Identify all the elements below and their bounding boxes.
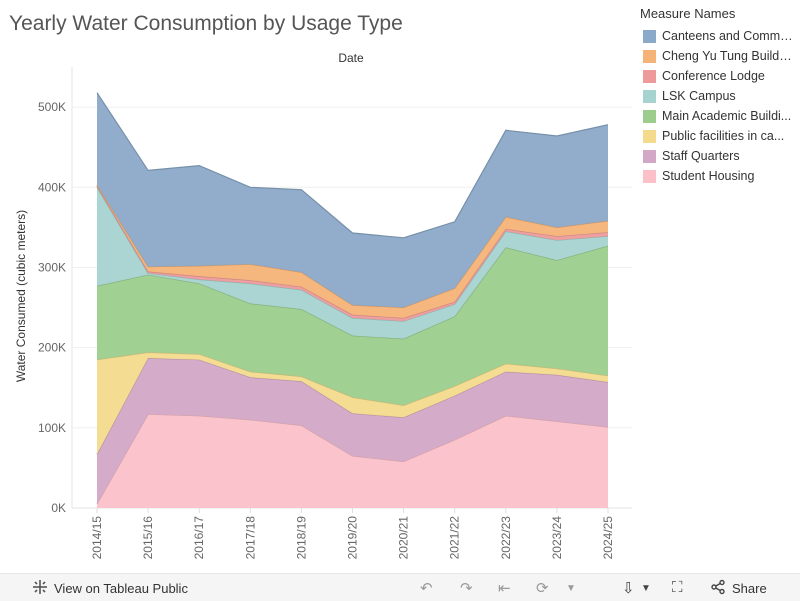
legend-label: Public facilities in ca... xyxy=(662,129,785,143)
legend-label: Main Academic Buildi... xyxy=(662,109,792,123)
tableau-toolbar: View on Tableau Public ↶ ↷ ⇤ ⟳ ▼ ⇩ ▼ ⛶ S… xyxy=(0,573,800,601)
x-tick-label: 2018/19 xyxy=(294,516,308,560)
redo-icon[interactable]: ↷ xyxy=(460,580,473,597)
legend-item-public-facilities[interactable]: Public facilities in ca... xyxy=(636,126,800,146)
undo-icon[interactable]: ↶ xyxy=(420,580,433,597)
share-label: Share xyxy=(732,581,767,596)
legend-swatch xyxy=(643,69,656,83)
y-tick-label: 0K xyxy=(51,501,66,515)
legend-label: Conference Lodge xyxy=(662,69,765,83)
legend-swatch xyxy=(643,129,656,143)
y-axis: 0K 100K 200K 300K 400K 500K xyxy=(38,100,66,515)
legend-item-canteens[interactable]: Canteens and Comme... xyxy=(636,26,800,46)
legend-label: Canteens and Comme... xyxy=(662,29,794,43)
y-tick-label: 200K xyxy=(38,341,66,355)
legend-swatch xyxy=(643,89,656,103)
legend-title: Measure Names xyxy=(640,6,736,21)
tableau-logo-icon xyxy=(32,579,48,598)
x-tick-label: 2015/16 xyxy=(141,516,155,560)
view-on-tableau-public-button[interactable]: View on Tableau Public xyxy=(32,579,188,598)
x-tick-label: 2021/22 xyxy=(448,516,462,560)
legend-item-cheng-yu-tung[interactable]: Cheng Yu Tung Building xyxy=(636,46,800,66)
y-axis-label: Water Consumed (cubic meters) xyxy=(14,210,28,382)
legend: Measure Names Canteens and Comme... Chen… xyxy=(636,4,800,186)
x-tick-label: 2014/15 xyxy=(90,516,104,560)
legend-swatch xyxy=(643,109,656,123)
area-staff-quarters xyxy=(97,358,608,504)
x-tick-label: 2016/17 xyxy=(192,516,206,560)
area-public-facilities-in-ca xyxy=(97,352,608,455)
area-series-group xyxy=(96,92,609,508)
legend-swatch xyxy=(643,29,656,43)
legend-swatch xyxy=(643,169,656,183)
legend-item-lsk-campus[interactable]: LSK Campus xyxy=(636,86,800,106)
share-button[interactable]: Share xyxy=(710,579,767,598)
x-axis: 2014/15 2015/16 2016/17 2017/18 2018/19 2019/… xyxy=(90,516,615,560)
legend-item-staff-quarters[interactable]: Staff Quarters xyxy=(636,146,800,166)
line-canteens-and-comme xyxy=(96,92,609,239)
x-tick-label: 2022/23 xyxy=(499,516,513,560)
area-main-academic-buildi xyxy=(97,245,608,406)
area-student-housing xyxy=(97,414,608,508)
stacked-area-chart[interactable]: Date 0K 100K 200K 300K 400K 500K 2014/15 2015/… xyxy=(0,40,636,572)
y-tick-label: 400K xyxy=(38,180,66,194)
legend-label: LSK Campus xyxy=(662,89,736,103)
legend-swatch xyxy=(643,49,656,63)
legend-label: Staff Quarters xyxy=(662,149,740,163)
legend-swatch xyxy=(643,149,656,163)
chevron-down-icon[interactable]: ▼ xyxy=(641,583,651,594)
x-tick-label: 2023/24 xyxy=(550,516,564,560)
legend-item-main-academic[interactable]: Main Academic Buildi... xyxy=(636,106,800,126)
chart-title: Yearly Water Consumption by Usage Type xyxy=(9,12,403,35)
area-canteens-and-comme xyxy=(97,92,608,308)
revert-icon[interactable]: ⇤ xyxy=(498,580,511,597)
y-tick-label: 300K xyxy=(38,260,66,274)
download-icon[interactable]: ⇩ xyxy=(622,580,635,597)
column-header: Date xyxy=(338,51,364,65)
chevron-down-icon[interactable]: ▼ xyxy=(566,583,576,594)
legend-item-conference-lodge[interactable]: Conference Lodge xyxy=(636,66,800,86)
x-tick-label: 2024/25 xyxy=(601,516,615,560)
refresh-icon[interactable]: ⟳ xyxy=(536,580,549,597)
y-tick-label: 500K xyxy=(38,100,66,114)
view-on-tableau-label: View on Tableau Public xyxy=(54,581,188,596)
legend-item-student-housing[interactable]: Student Housing xyxy=(636,166,800,186)
legend-label: Student Housing xyxy=(662,169,755,183)
x-tick-label: 2019/20 xyxy=(346,516,360,560)
x-tick-label: 2020/21 xyxy=(397,516,411,560)
fullscreen-icon[interactable]: ⛶ xyxy=(672,579,683,596)
share-icon xyxy=(710,579,726,598)
x-tick-label: 2017/18 xyxy=(243,516,257,560)
legend-label: Cheng Yu Tung Building xyxy=(662,49,794,63)
y-tick-label: 100K xyxy=(38,421,66,435)
